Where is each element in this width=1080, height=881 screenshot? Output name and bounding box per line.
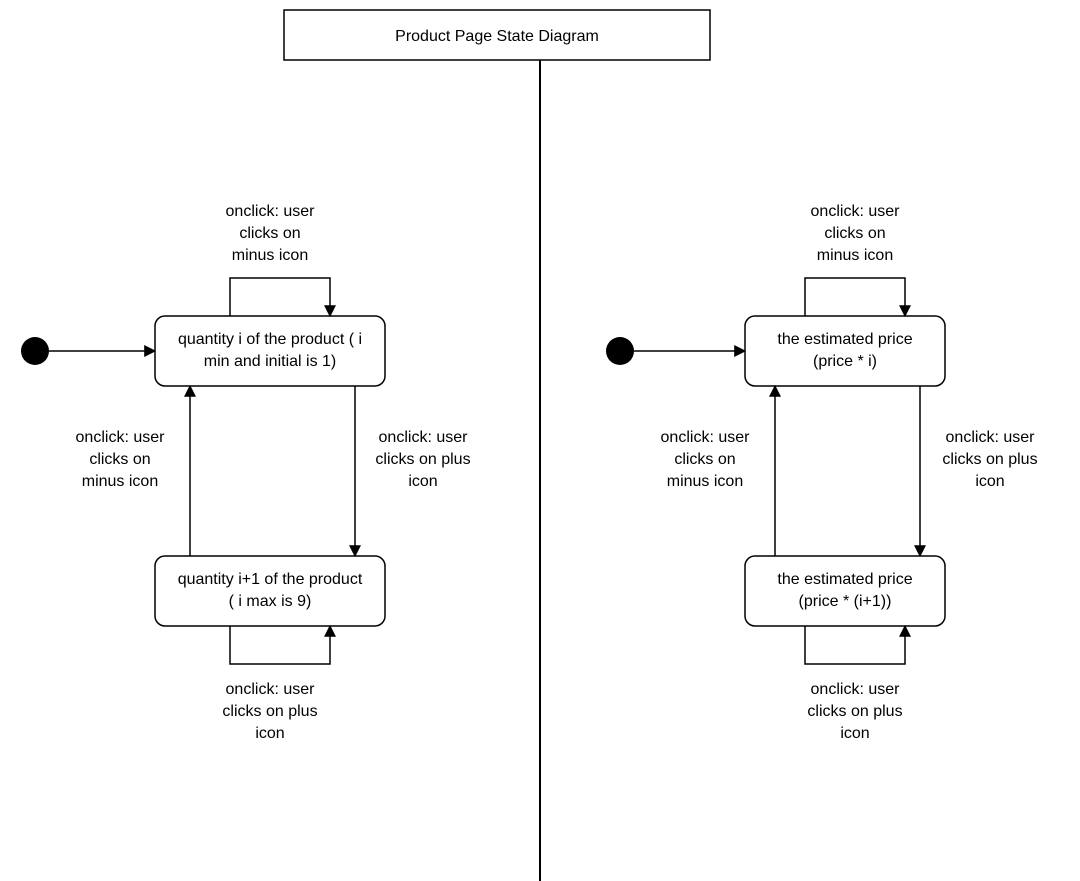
label-up-right-2: clicks on xyxy=(674,451,735,468)
label-self-bottom-right-1: onclick: user xyxy=(811,681,901,698)
label-down-right-3: icon xyxy=(975,473,1004,490)
label-self-top-right-2: clicks on xyxy=(824,225,885,242)
label-up-right-3: minus icon xyxy=(667,473,743,490)
label-up-left-2: clicks on xyxy=(89,451,150,468)
node-quantity-i-label-2: min and initial is 1) xyxy=(204,353,337,370)
node-quantity-i1-label-1: quantity i+1 of the product xyxy=(178,571,363,588)
self-loop-bottom-right xyxy=(805,626,905,664)
right-region: the estimated price (price * i) the esti… xyxy=(606,203,1038,742)
label-down-left-3: icon xyxy=(408,473,437,490)
node-price-i1-label-2: (price * (i+1)) xyxy=(799,593,892,610)
label-up-right-1: onclick: user xyxy=(661,429,751,446)
label-self-bottom-right-3: icon xyxy=(840,725,869,742)
label-self-top-left-3: minus icon xyxy=(232,247,308,264)
label-self-top-right-3: minus icon xyxy=(817,247,893,264)
node-quantity-i1 xyxy=(155,556,385,626)
initial-state-right xyxy=(606,337,634,365)
node-quantity-i xyxy=(155,316,385,386)
node-price-i1 xyxy=(745,556,945,626)
label-self-bottom-right-2: clicks on plus xyxy=(807,703,902,720)
node-price-i-label-2: (price * i) xyxy=(813,353,877,370)
label-self-top-left-2: clicks on xyxy=(239,225,300,242)
node-price-i-label-1: the estimated price xyxy=(777,331,912,348)
label-self-bottom-left-1: onclick: user xyxy=(226,681,316,698)
node-quantity-i-label-1: quantity i of the product ( i xyxy=(178,331,362,348)
label-self-top-left-1: onclick: user xyxy=(226,203,316,220)
initial-state-left xyxy=(21,337,49,365)
label-down-right-1: onclick: user xyxy=(946,429,1036,446)
label-up-left-3: minus icon xyxy=(82,473,158,490)
label-down-left-2: clicks on plus xyxy=(375,451,470,468)
node-price-i xyxy=(745,316,945,386)
label-up-left-1: onclick: user xyxy=(76,429,166,446)
left-region: quantity i of the product ( i min and in… xyxy=(21,203,471,742)
node-quantity-i1-label-2: ( i max is 9) xyxy=(229,593,312,610)
label-self-bottom-left-2: clicks on plus xyxy=(222,703,317,720)
diagram-title: Product Page State Diagram xyxy=(395,28,599,45)
node-price-i1-label-1: the estimated price xyxy=(777,571,912,588)
label-down-right-2: clicks on plus xyxy=(942,451,1037,468)
self-loop-top-left xyxy=(230,278,330,316)
label-self-top-right-1: onclick: user xyxy=(811,203,901,220)
label-self-bottom-left-3: icon xyxy=(255,725,284,742)
self-loop-top-right xyxy=(805,278,905,316)
state-diagram: Product Page State Diagram quantity i of… xyxy=(0,0,1080,881)
self-loop-bottom-left xyxy=(230,626,330,664)
label-down-left-1: onclick: user xyxy=(379,429,469,446)
